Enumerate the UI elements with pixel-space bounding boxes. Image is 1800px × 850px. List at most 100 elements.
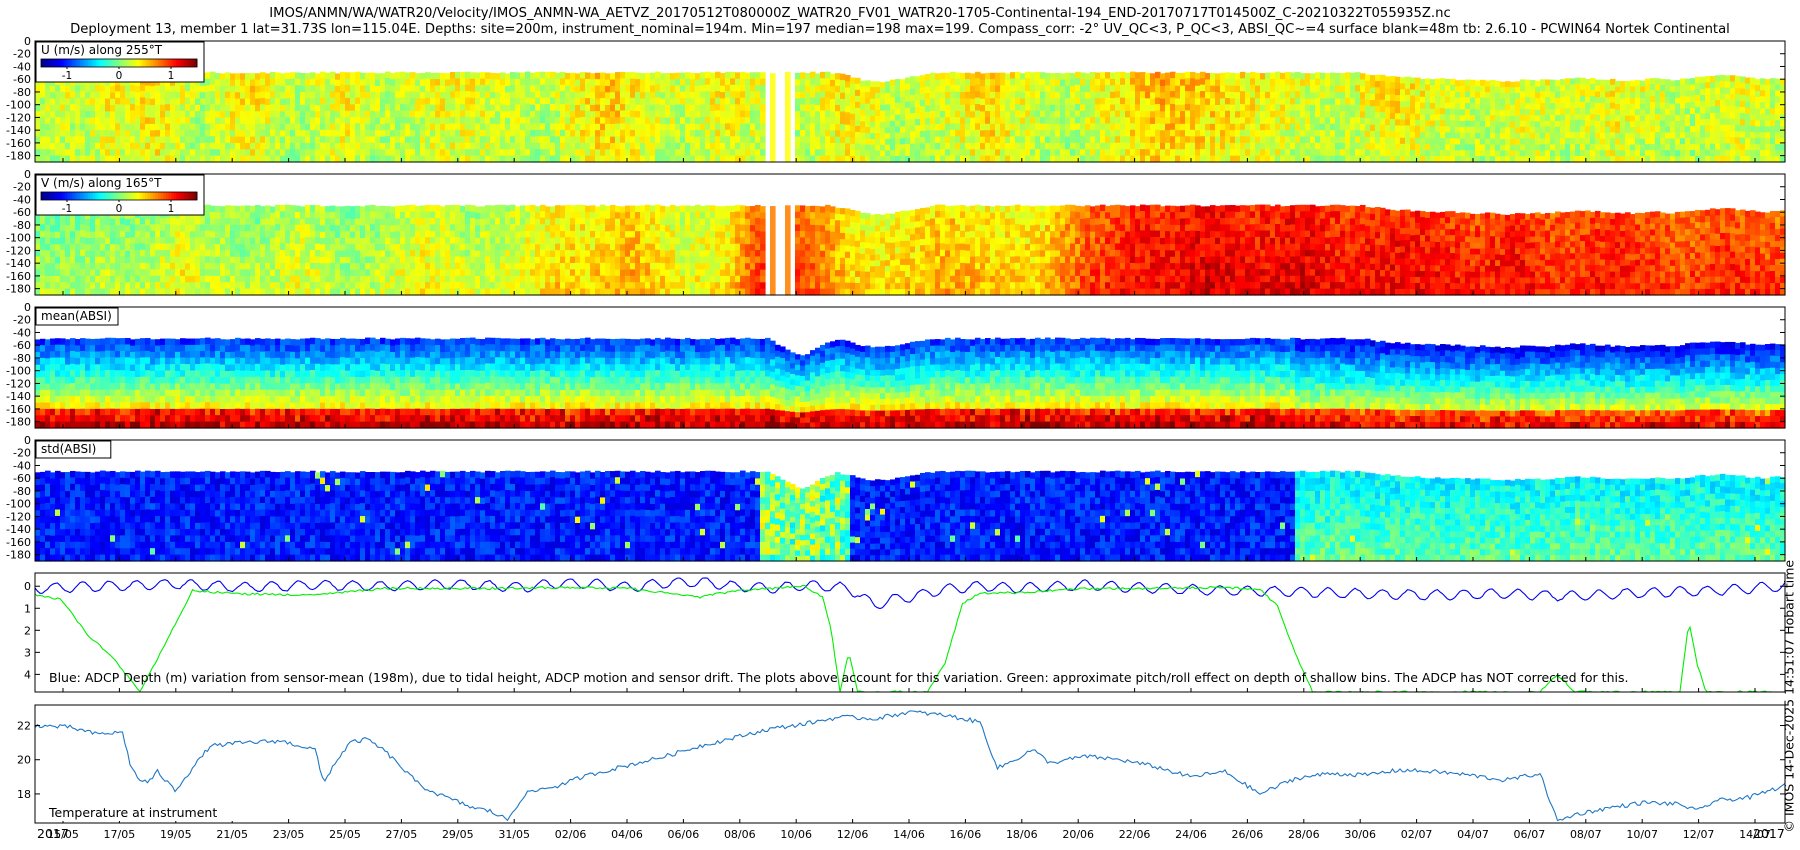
heat-cell (365, 149, 371, 157)
heat-cell (110, 117, 116, 125)
heat-cell (1215, 117, 1221, 125)
heat-cell (1525, 109, 1531, 116)
heat-cell (585, 110, 591, 118)
heat-cell (855, 143, 861, 151)
heat-cell (645, 92, 651, 100)
heat-cell (460, 123, 466, 131)
heat-cell (1100, 123, 1106, 131)
heat-cell (910, 82, 916, 90)
heat-cell (85, 136, 91, 144)
heat-cell (1105, 84, 1111, 92)
heat-cell (795, 123, 801, 131)
heat-cell (1060, 117, 1066, 125)
heat-cell (455, 116, 461, 124)
heat-cell (230, 105, 236, 112)
heat-cell (1360, 79, 1366, 87)
heat-cell (1515, 133, 1521, 140)
heat-cell (305, 117, 311, 125)
heat-cell (1010, 117, 1016, 125)
heat-cell (1770, 138, 1776, 145)
heat-cell (565, 111, 571, 119)
heat-cell (1440, 144, 1446, 151)
heat-cell (590, 92, 596, 100)
heat-cell (1540, 79, 1546, 86)
heat-cell (1180, 155, 1186, 163)
heat-cell (1655, 84, 1661, 91)
heat-cell (105, 136, 111, 144)
heat-cell (720, 79, 726, 87)
heat-cell (795, 130, 801, 138)
heat-cell (250, 85, 256, 93)
heat-cell (580, 110, 586, 118)
heat-cell (200, 142, 206, 150)
heat-cell (295, 98, 301, 106)
heat-cell (170, 149, 176, 157)
heat-cell (630, 91, 636, 99)
heat-cell (255, 130, 261, 138)
heat-cell (350, 104, 356, 112)
heat-cell (1765, 150, 1771, 157)
heat-cell (235, 155, 241, 163)
heat-cell (1575, 137, 1581, 145)
heat-cell (1320, 142, 1326, 150)
heat-cell (345, 72, 351, 80)
heat-cell (855, 119, 861, 127)
heat-cell (605, 105, 611, 112)
heat-cell (1545, 126, 1551, 134)
heat-cell (1610, 156, 1616, 163)
heat-cell (865, 121, 871, 128)
heat-cell (375, 136, 381, 144)
heat-cell (1765, 132, 1771, 139)
heat-cell (1570, 102, 1576, 109)
heat-cell (100, 149, 106, 157)
heat-cell (555, 130, 561, 138)
heat-cell (830, 98, 836, 106)
heat-cell (1745, 131, 1751, 139)
heat-cell (565, 117, 571, 125)
heat-cell (110, 111, 116, 119)
heat-cell (1075, 97, 1081, 105)
heat-cell (740, 104, 746, 112)
heat-cell (870, 138, 876, 146)
heat-cell (1090, 149, 1096, 157)
heat-cell (735, 149, 741, 157)
heat-cell (45, 263, 51, 271)
heat-cell (620, 136, 626, 144)
heat-cell (870, 127, 876, 134)
heat-cell (1155, 110, 1161, 118)
heat-cell (290, 104, 296, 112)
heat-cell (1585, 144, 1591, 151)
heat-cell (920, 99, 926, 107)
heat-cell (915, 106, 921, 114)
heat-cell (100, 130, 106, 138)
heat-cell (745, 130, 751, 138)
heat-cell (1730, 81, 1736, 89)
heat-cell (65, 104, 71, 112)
heat-cell (470, 91, 476, 99)
heat-cell (860, 144, 866, 151)
heat-cell (460, 71, 466, 79)
heat-cell (260, 149, 266, 157)
heat-cell (690, 136, 696, 144)
heat-cell (660, 130, 666, 138)
heat-cell (1200, 136, 1206, 144)
heat-cell (1000, 98, 1006, 106)
heat-cell (1280, 85, 1286, 93)
heat-cell (1140, 91, 1146, 99)
heat-cell (475, 91, 481, 99)
heat-cell (965, 155, 971, 163)
heat-cell (1580, 125, 1586, 133)
heat-cell (1700, 137, 1706, 145)
heat-cell (475, 117, 481, 125)
heat-cell (1070, 79, 1076, 87)
heat-cell (955, 85, 961, 93)
heat-cell (1560, 156, 1566, 163)
heat-cell (675, 123, 681, 131)
heat-cell (1020, 117, 1026, 125)
heat-cell (1515, 144, 1521, 152)
heat-cell (1775, 126, 1781, 133)
heat-cell (1095, 136, 1101, 144)
heat-cell (1110, 123, 1116, 131)
heat-cell (920, 112, 926, 120)
